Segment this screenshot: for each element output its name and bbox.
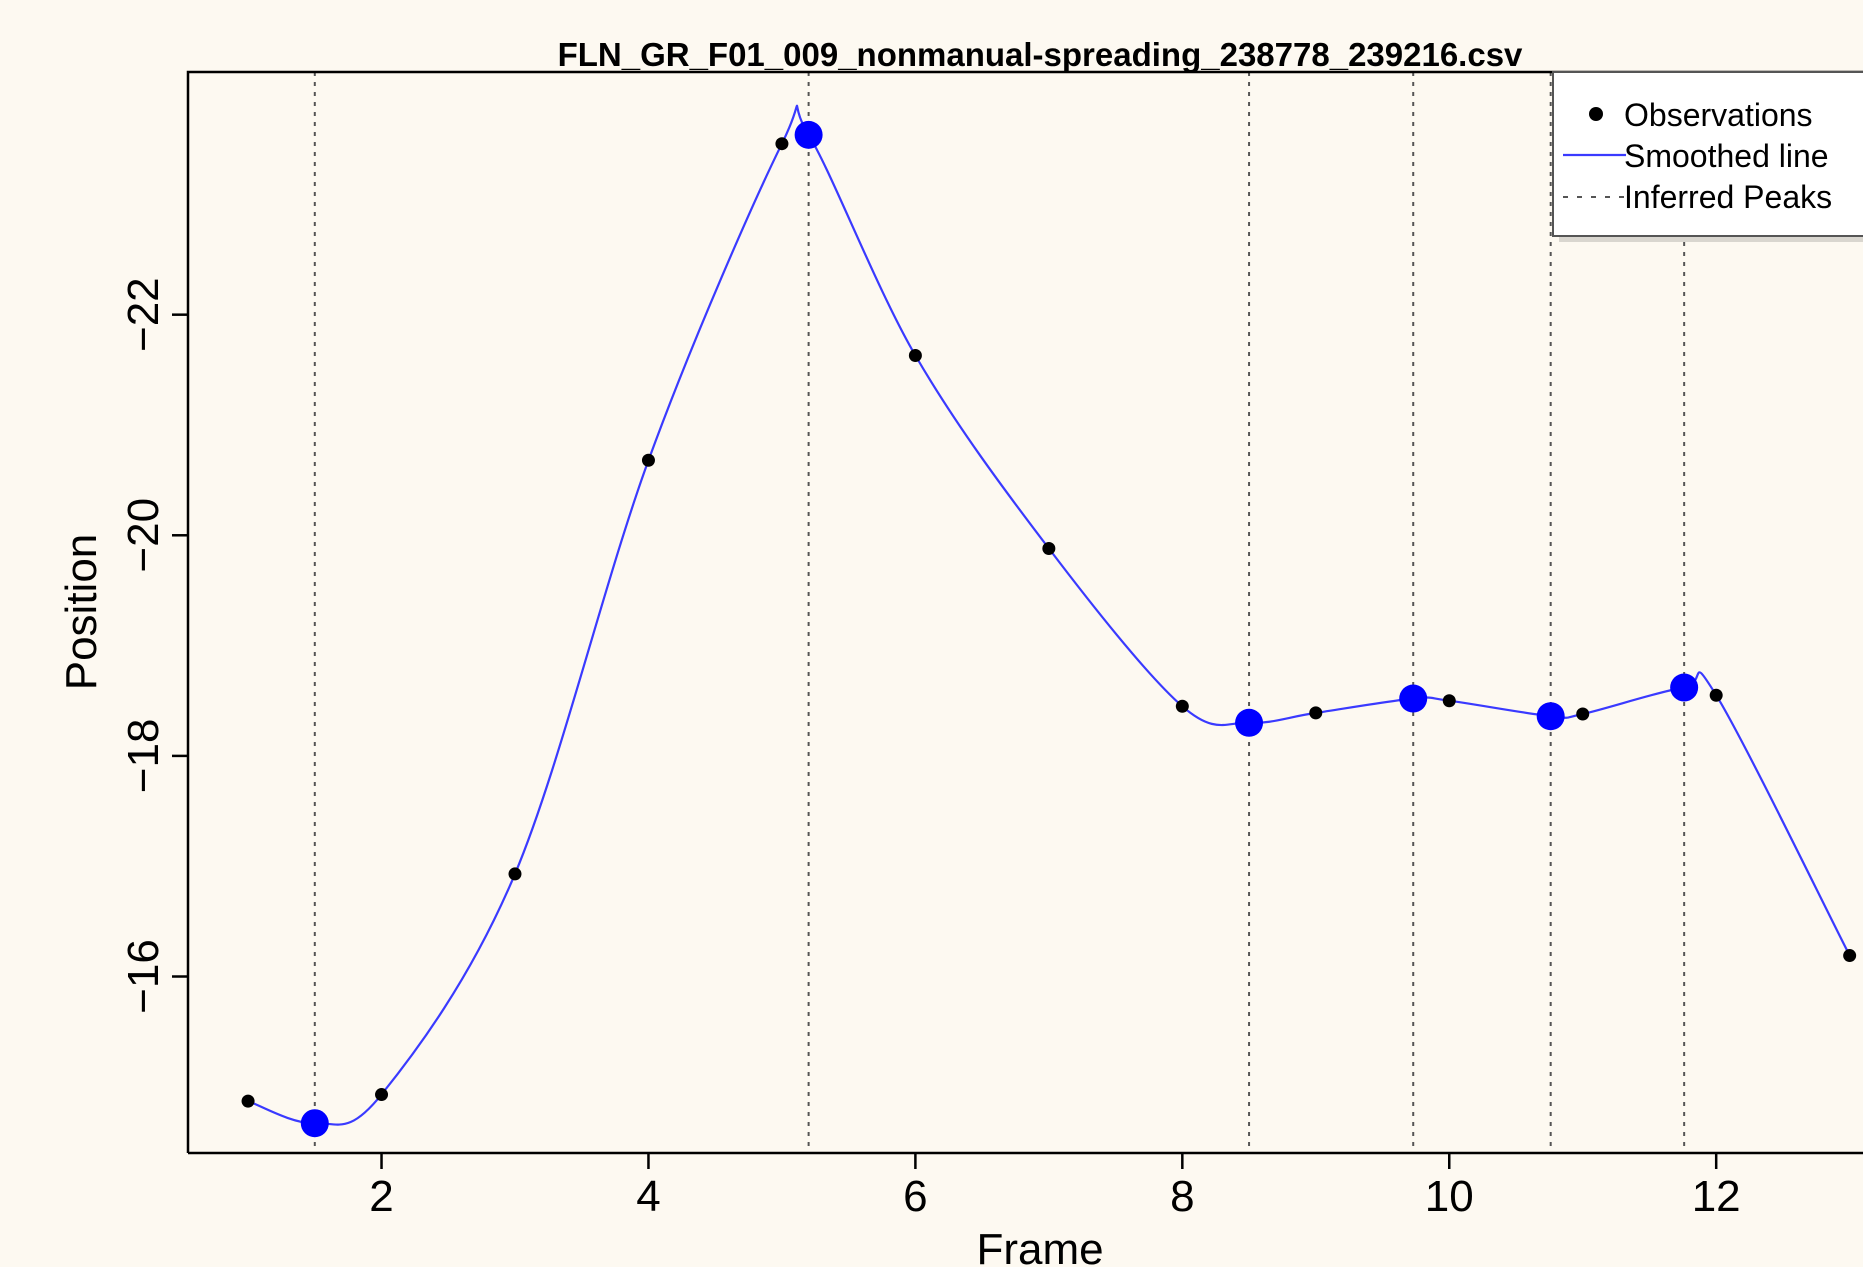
plot-frame [186,70,1863,1153]
peak-lines [313,72,1686,1153]
observation-point [1042,542,1056,556]
y-tick-label: −22 [119,277,168,352]
x-tick-label: 8 [1170,1172,1194,1221]
y-tick-label: −20 [119,498,168,573]
observation-point [1175,699,1189,713]
x-tick-label: 2 [369,1172,393,1221]
peak-point [1536,702,1565,731]
peak-point [1670,673,1699,702]
x-axis-ticks: 2 4 6 8 10 12 [369,1153,1741,1221]
x-tick-label: 12 [1692,1172,1741,1221]
peak-point [1235,708,1264,737]
legend: Observations Smoothed line Inferred Peak… [1552,71,1863,242]
legend-label-inferred-peaks: Inferred Peaks [1624,179,1832,215]
observation-point [508,867,522,881]
peak-point [794,120,823,149]
smoothed-line [247,104,1851,1126]
observation-points [241,137,1857,1108]
legend-label-observations: Observations [1624,97,1813,133]
x-tick-label: 10 [1425,1172,1474,1221]
observation-point [1576,707,1590,721]
observation-point [375,1088,389,1102]
peak-point [300,1109,329,1138]
observation-point [775,137,789,151]
observation-point [1709,688,1723,702]
observation-point [1309,706,1323,720]
observation-point [1442,694,1456,708]
y-axis-ticks: −22 −20 −18 −16 [119,277,188,1014]
legend-observation-marker [1589,107,1603,121]
peak-point [1399,684,1428,713]
x-tick-label: 4 [636,1172,660,1221]
observation-point [641,453,655,467]
legend-label-smoothed-line: Smoothed line [1624,138,1829,174]
y-axis-title: Position [57,534,106,691]
y-tick-label: −18 [119,719,168,794]
chart-title: FLN_GR_F01_009_nonmanual-spreading_23877… [558,36,1523,73]
y-tick-label: −16 [119,939,168,1014]
observation-point [241,1094,255,1108]
observation-point [908,348,922,362]
observation-point [1843,949,1857,963]
x-axis-title: Frame [976,1225,1103,1267]
x-tick-label: 6 [903,1172,927,1221]
peak-points [300,120,1699,1138]
smoothed-line-group [247,104,1851,1126]
